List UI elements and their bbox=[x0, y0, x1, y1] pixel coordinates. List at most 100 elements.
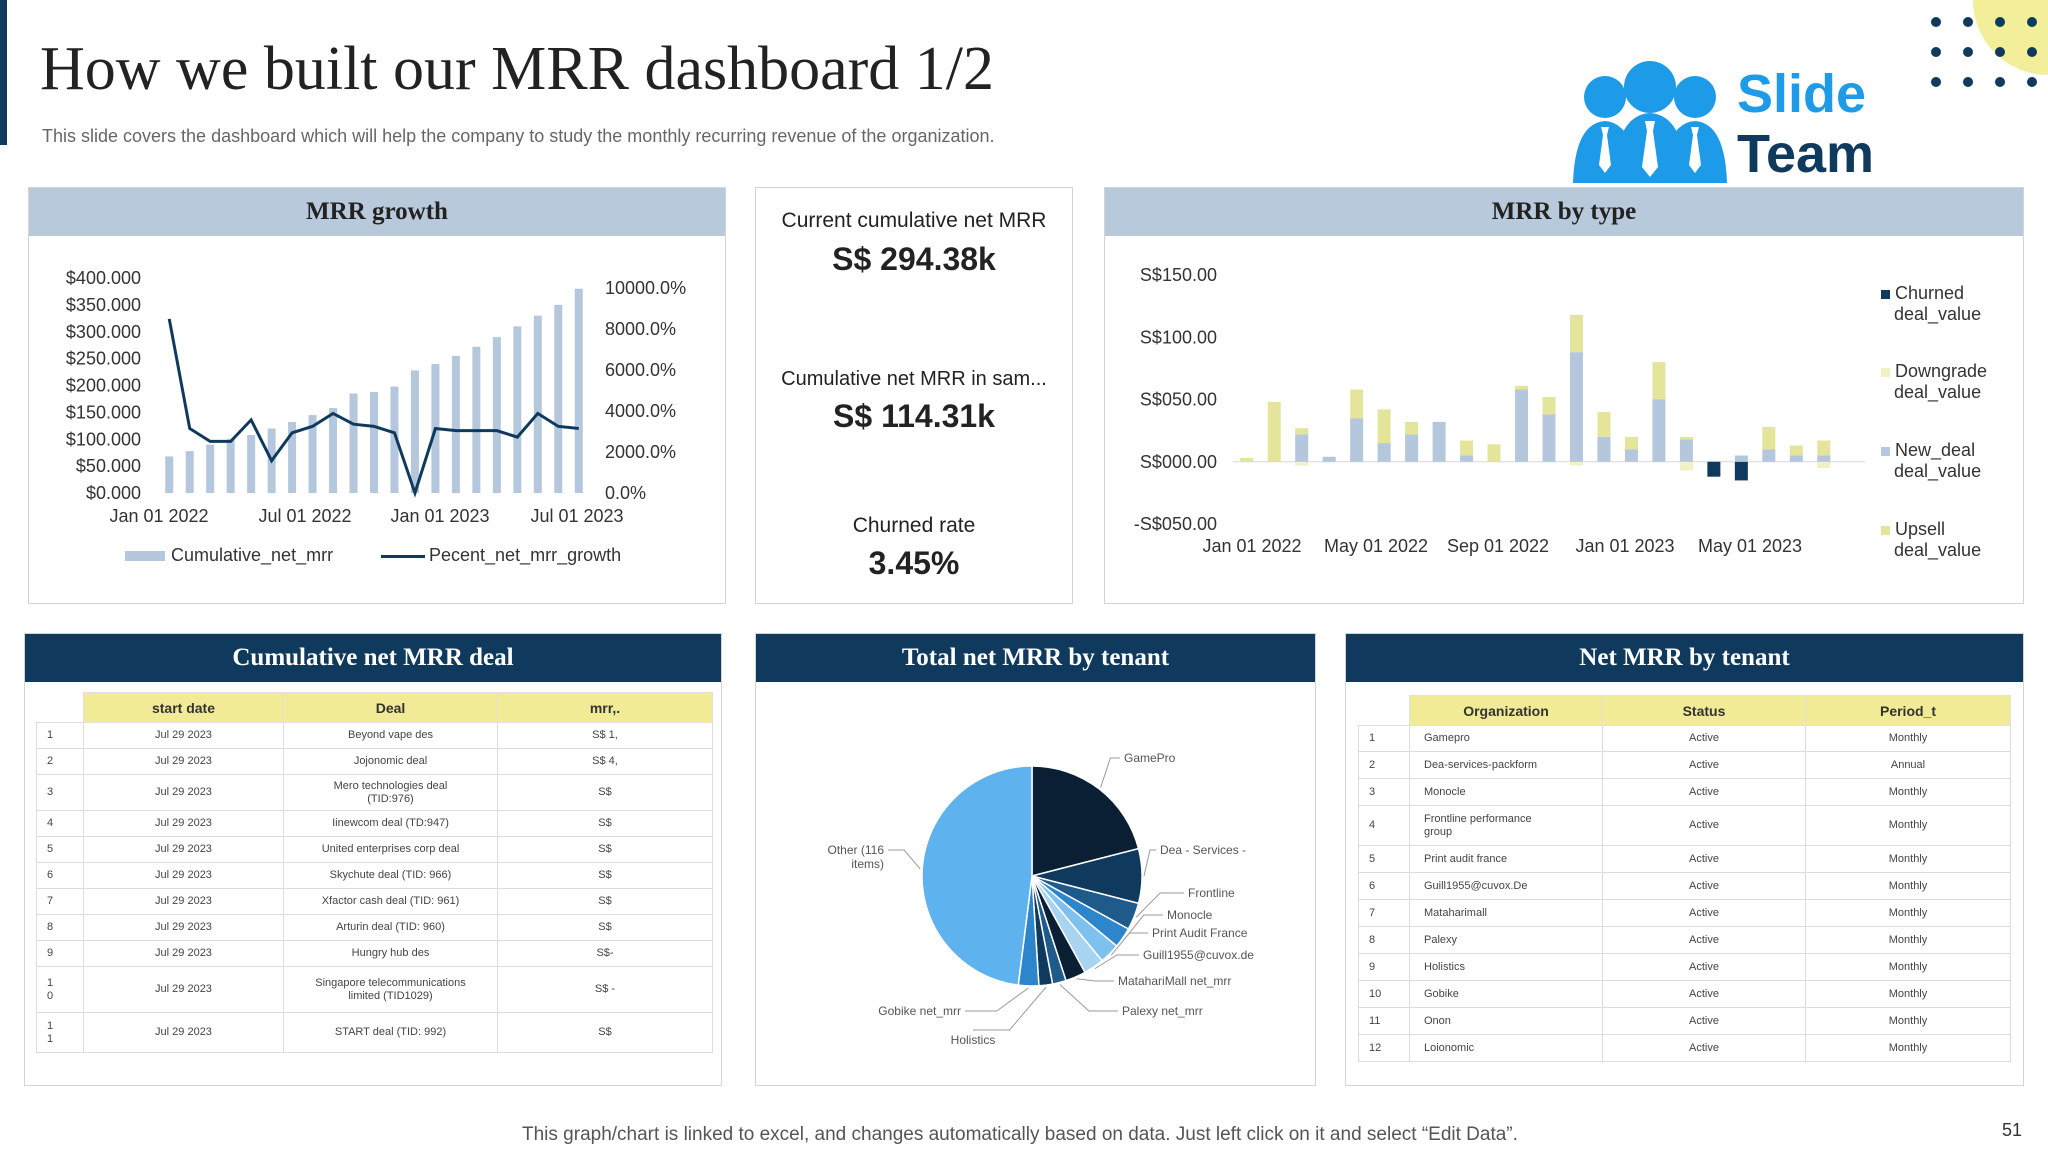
table-row[interactable]: 5 Print audit france Active Monthly bbox=[1358, 845, 2011, 873]
table-row[interactable]: 7 Jul 29 2023 Xfactor cash deal (TID: 961)… bbox=[36, 888, 713, 915]
mrr-growth-title: MRR growth bbox=[29, 188, 725, 236]
table-cell: Monthly bbox=[1805, 845, 2011, 873]
table-row[interactable]: 1 Jul 29 2023 Beyond vape des S$ 1, bbox=[36, 722, 713, 749]
pie-panel: Total net MRR by tenant GamePro Dea - Ser… bbox=[755, 633, 1316, 1086]
table-row[interactable]: 2 Jul 29 2023 Jojonomic deal S$ 4, bbox=[36, 748, 713, 775]
col-period[interactable]: Period_t bbox=[1805, 695, 2011, 726]
table-row[interactable]: 8 Jul 29 2023 Arturin deal (TID: 960) S$ bbox=[36, 914, 713, 941]
col-status[interactable]: Status bbox=[1602, 695, 1806, 726]
row-index: 10 bbox=[1358, 980, 1410, 1008]
table-cell: Hungry hub des bbox=[283, 940, 498, 967]
row-index: 5 bbox=[36, 836, 84, 863]
table-cell: Gobike bbox=[1409, 980, 1603, 1008]
pie-label: Palexy net_mrr bbox=[1122, 1004, 1203, 1018]
table-cell: Singapore telecommunications limited (TID… bbox=[283, 966, 498, 1013]
table-row[interactable]: 10 Gobike Active Monthly bbox=[1358, 980, 2011, 1008]
table-row[interactable]: 8 Palexy Active Monthly bbox=[1358, 926, 2011, 954]
table-cell: United enterprises corp deal bbox=[283, 836, 498, 863]
y-tick-label: S$000.00 bbox=[1140, 452, 1217, 472]
row-index: 3 bbox=[1358, 778, 1410, 806]
y-tick-label: S$150.00 bbox=[1140, 265, 1217, 285]
table-cell: Jul 29 2023 bbox=[83, 888, 284, 915]
table-cell: Jul 29 2023 bbox=[83, 940, 284, 967]
pie-callout-line bbox=[965, 987, 1029, 1012]
tenant-table-title: Net MRR by tenant bbox=[1346, 634, 2023, 682]
table-cell: Active bbox=[1602, 872, 1806, 900]
table-row[interactable]: 7 Mataharimall Active Monthly bbox=[1358, 899, 2011, 927]
table-cell: Jul 29 2023 bbox=[83, 748, 284, 775]
table-cell: Active bbox=[1602, 845, 1806, 873]
table-row[interactable]: 5 Jul 29 2023 United enterprises corp deal… bbox=[36, 836, 713, 863]
type-bar-segment bbox=[1295, 461, 1309, 466]
table-row[interactable]: 4 Jul 29 2023 Iinewcom deal (TD:947) S$ bbox=[36, 810, 713, 837]
x-tick-label: Jul 01 2023 bbox=[530, 506, 623, 526]
pie-callout-line bbox=[1143, 849, 1156, 877]
y2-tick-label: 10000.0% bbox=[605, 278, 686, 298]
y-tick-label: $200.000 bbox=[66, 376, 141, 396]
pie-slice bbox=[921, 765, 1033, 986]
x-tick-label: Jan 01 2022 bbox=[109, 506, 208, 526]
table-row[interactable]: 1 0 Jul 29 2023 Singapore telecommunication… bbox=[36, 966, 713, 1013]
table-row[interactable]: 11 Onon Active Monthly bbox=[1358, 1007, 2011, 1035]
type-bar-segment bbox=[1652, 399, 1666, 462]
kpi-panel: Current cumulative net MRR S$ 294.38k Cu… bbox=[755, 187, 1073, 604]
type-bar-segment bbox=[1295, 434, 1309, 462]
type-bar-segment bbox=[1652, 362, 1666, 400]
growth-bar bbox=[165, 456, 174, 493]
y-tick-label: $350.000 bbox=[66, 295, 141, 315]
table-row[interactable]: 6 Jul 29 2023 Skychute deal (TID: 966) S$ bbox=[36, 862, 713, 889]
table-row[interactable]: 3 Jul 29 2023 Mero technologies deal (TID:9… bbox=[36, 774, 713, 811]
table-cell: S$ bbox=[497, 914, 713, 941]
growth-bar bbox=[226, 439, 235, 493]
table-row[interactable]: 3 Monocle Active Monthly bbox=[1358, 778, 2011, 806]
legend-growth: Pecent_net_mrr_growth bbox=[381, 545, 621, 566]
type-bar-segment bbox=[1597, 411, 1611, 437]
col-mrr[interactable]: mrr,. bbox=[497, 692, 713, 723]
table-row[interactable]: 6 Guill1955@cuvox.De Active Monthly bbox=[1358, 872, 2011, 900]
pie-callout-line bbox=[888, 849, 921, 870]
col-start-date[interactable]: start date bbox=[83, 692, 284, 723]
growth-bar bbox=[308, 415, 317, 493]
accent-bar bbox=[0, 0, 7, 145]
logo-slide-text: Slide bbox=[1737, 64, 1867, 124]
table-cell: Jul 29 2023 bbox=[83, 810, 284, 837]
mrr-by-type-title: MRR by type bbox=[1105, 188, 2023, 236]
type-bar-segment bbox=[1707, 461, 1721, 477]
col-deal[interactable]: Deal bbox=[283, 692, 498, 723]
pie-callout-line bbox=[1124, 914, 1163, 940]
y-tick-label: $0.000 bbox=[86, 483, 141, 503]
table-cell: Active bbox=[1602, 1034, 1806, 1062]
table-row[interactable]: 4 Frontline performance group Active Monthly bbox=[1358, 805, 2011, 846]
table-row[interactable]: 1 1 Jul 29 2023 START deal (TID: 992) S$ bbox=[36, 1012, 713, 1053]
table-row[interactable]: 9 Holistics Active Monthly bbox=[1358, 953, 2011, 981]
pie-label: Guill1955@cuvox.de bbox=[1143, 948, 1254, 962]
pie-callout-line bbox=[1076, 978, 1114, 982]
type-bar-segment bbox=[1569, 314, 1583, 353]
table-cell: Monthly bbox=[1805, 778, 2011, 806]
table-row[interactable]: 1 Gamepro Active Monthly bbox=[1358, 725, 2011, 752]
mrr-by-type-panel: MRR by type S$150.00 S$100.00 S$050.00 S$00… bbox=[1104, 187, 2024, 604]
table-cell: Active bbox=[1602, 1007, 1806, 1035]
table-cell: Active bbox=[1602, 778, 1806, 806]
type-bar-segment bbox=[1817, 440, 1831, 456]
table-row[interactable]: 2 Dea-services-packform Active Annual bbox=[1358, 751, 2011, 779]
table-cell: Skychute deal (TID: 966) bbox=[283, 862, 498, 889]
table-row[interactable]: 9 Jul 29 2023 Hungry hub des S$- bbox=[36, 940, 713, 967]
table-cell: S$ bbox=[497, 862, 713, 889]
table-cell: Arturin deal (TID: 960) bbox=[283, 914, 498, 941]
row-index: 8 bbox=[36, 914, 84, 941]
row-index: 6 bbox=[1358, 872, 1410, 900]
table-cell: Mataharimall bbox=[1409, 899, 1603, 927]
col-organization[interactable]: Organization bbox=[1409, 695, 1603, 726]
table-cell: Monthly bbox=[1805, 725, 2011, 752]
row-index: 1 bbox=[36, 722, 84, 749]
table-cell: Iinewcom deal (TD:947) bbox=[283, 810, 498, 837]
row-index: 1 bbox=[1358, 725, 1410, 752]
type-bar-segment bbox=[1377, 409, 1391, 444]
table-cell: Jul 29 2023 bbox=[83, 774, 284, 811]
table-cell: Monthly bbox=[1805, 953, 2011, 981]
row-index: 6 bbox=[36, 862, 84, 889]
type-bar-segment bbox=[1460, 440, 1474, 456]
table-row[interactable]: 12 Loionomic Active Monthly bbox=[1358, 1034, 2011, 1062]
